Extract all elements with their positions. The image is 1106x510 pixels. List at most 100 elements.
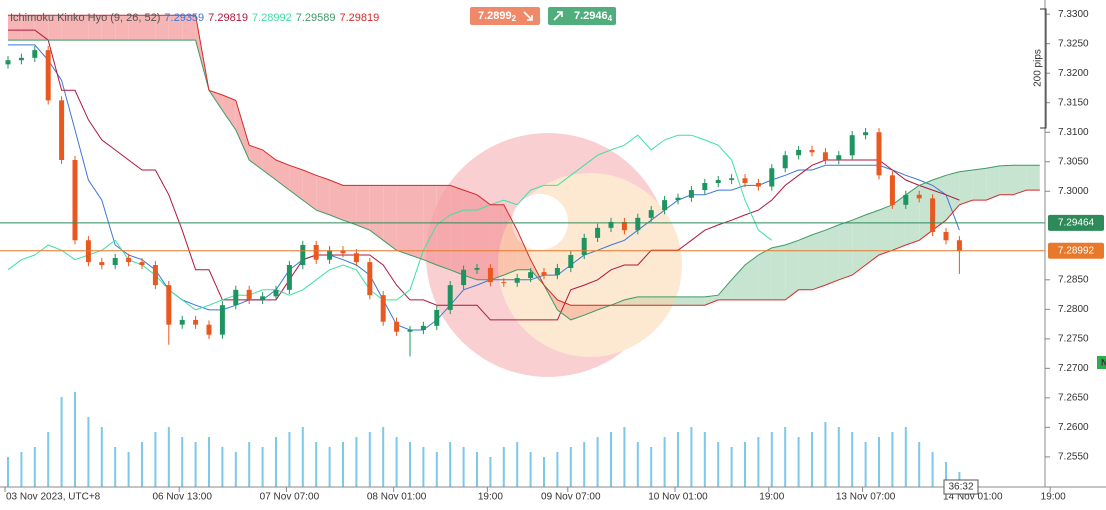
y-tick-label: 7.3200: [1058, 68, 1089, 79]
sell-digit[interactable]: 2: [512, 14, 517, 23]
cloud-segment: [838, 220, 853, 280]
legend-value: 7.29819: [208, 12, 248, 24]
y-tick-label: 7.3300: [1058, 9, 1089, 20]
pips-bracket: [1040, 8, 1047, 129]
price-tag: [1048, 214, 1104, 231]
volume-bar: [114, 447, 117, 487]
buy-button[interactable]: 7.29464: [548, 7, 616, 25]
candle-body: [742, 178, 748, 183]
candle-body: [568, 255, 574, 268]
price-tag-label: 7.29464: [1058, 218, 1095, 229]
cloud-segment: [235, 100, 250, 160]
volume-bar: [74, 392, 76, 487]
x-tick-label: 08 Nov 01:00: [367, 492, 427, 503]
volume-bar: [208, 437, 210, 487]
sell-arrow[interactable]: [523, 11, 533, 21]
candle-body: [662, 200, 668, 211]
volume-bar: [556, 452, 559, 487]
candle-body: [822, 152, 828, 160]
volume-bar: [422, 447, 425, 487]
cloud-segment: [972, 168, 987, 201]
buy-bg[interactable]: [548, 7, 616, 25]
cloud-segment: [302, 170, 317, 211]
volume-bar: [730, 447, 733, 487]
candle-body: [273, 289, 279, 297]
candle-body: [126, 257, 132, 263]
y-tick-label: 7.2800: [1058, 304, 1089, 315]
cloud-segment: [383, 185, 397, 251]
buy-arrow[interactable]: [553, 11, 563, 21]
candle-body: [166, 285, 172, 325]
x-tick-label: 19:00: [478, 492, 503, 503]
volume-bar: [221, 447, 224, 487]
y-tick-label: 7.2650: [1058, 393, 1089, 404]
volume-bar: [368, 432, 371, 487]
candle-body: [688, 190, 694, 198]
volume-bar: [342, 442, 344, 487]
cloud-segment: [61, 15, 75, 41]
candle-body: [233, 289, 239, 306]
volume-bar: [47, 432, 50, 487]
cloud-segment: [1026, 165, 1040, 191]
volume-bar: [476, 452, 478, 487]
volume-bar: [610, 432, 612, 487]
y-tick-label: 7.2850: [1058, 274, 1089, 285]
volume-bar: [141, 442, 143, 487]
cloud-segment: [865, 210, 879, 266]
sell-text[interactable]: 7.28992: [478, 10, 517, 23]
legend-value: 7.29589: [296, 12, 336, 24]
volume-bar: [837, 427, 840, 487]
candle-body: [219, 305, 225, 335]
candle-body: [702, 182, 708, 191]
volume-bar: [100, 427, 103, 487]
cloud-segment: [905, 185, 920, 245]
x-tick-label: 19:00: [759, 492, 784, 503]
cloud-segment: [718, 279, 732, 300]
cloud-segment: [678, 296, 692, 306]
y-tick-label: 7.3000: [1058, 186, 1089, 197]
x-tick-label: 07 Nov 07:00: [260, 492, 320, 503]
badge-bg: [1097, 356, 1106, 369]
x-tick-label: 06 Nov 13:00: [152, 492, 212, 503]
x-tick-label: 13 Nov 07:00: [836, 492, 896, 503]
sell-button[interactable]: 7.28992: [470, 7, 540, 25]
cloud-segment: [852, 214, 866, 276]
volume-bar: [636, 442, 639, 487]
x-tick-label: 03 Nov 2023, UTC+8: [6, 492, 101, 503]
cloud-segment: [932, 175, 946, 231]
volume-layer: [7, 392, 961, 487]
candle-body: [461, 269, 467, 286]
sell-price[interactable]: 7.2899: [478, 10, 512, 22]
volume-bar: [918, 442, 921, 487]
y-tick-label: 7.3250: [1058, 38, 1089, 49]
volume-bar: [435, 452, 438, 487]
candle-body: [956, 240, 962, 251]
volume-bar: [864, 442, 867, 487]
candle-body: [380, 295, 386, 322]
candle-body: [528, 272, 534, 279]
volume-bar: [623, 427, 626, 487]
cloud-segment: [785, 240, 799, 300]
cloud-segment: [1013, 165, 1027, 195]
buy-digit[interactable]: 4: [608, 14, 613, 23]
x-tick-label: 09 Nov 07:00: [541, 492, 601, 503]
sell-bg[interactable]: [470, 7, 540, 25]
cloud-segment: [329, 180, 343, 221]
volume-bar: [489, 457, 492, 487]
candle-body: [501, 282, 507, 284]
cloud-segment: [812, 230, 826, 290]
volume-bar: [33, 447, 36, 487]
candle-body: [193, 319, 199, 325]
buy-text[interactable]: 7.29464: [574, 10, 613, 23]
cloud-segment: [959, 170, 973, 205]
price-tag: [1048, 242, 1104, 259]
x-tick-label: 10 Nov 01:00: [648, 492, 708, 503]
buy-price[interactable]: 7.2946: [574, 10, 608, 22]
candle-body: [300, 244, 306, 266]
volume-bar: [315, 442, 318, 487]
candle-body: [367, 262, 373, 296]
candle-body: [796, 149, 802, 156]
candle-body: [407, 329, 413, 332]
candle-body: [72, 159, 78, 241]
cloud-segment: [369, 185, 384, 241]
